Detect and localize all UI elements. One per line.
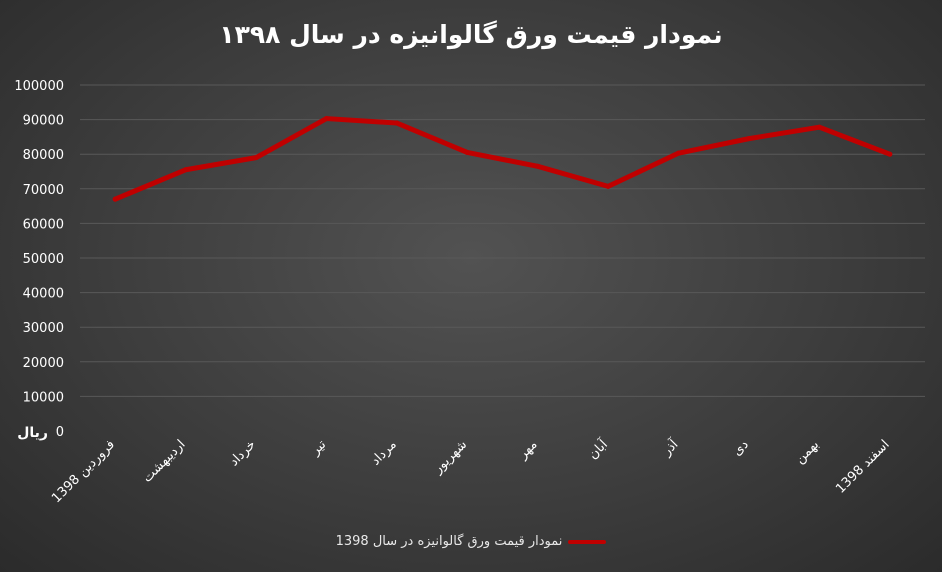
- x-tick-label: اردیبهشت: [140, 437, 188, 485]
- x-tick-label: بهمن: [792, 437, 822, 467]
- legend-series-label: نمودار قیمت ورق گالوانیزه در سال 1398: [335, 534, 563, 549]
- data-point: [535, 163, 541, 169]
- x-tick-label: خرداد: [227, 437, 259, 469]
- x-tick-label: اسفند 1398: [833, 437, 892, 496]
- x-tick-label: آذر: [658, 435, 683, 460]
- x-tick-label: دی: [730, 437, 752, 459]
- y-tick-label: 90000: [23, 114, 64, 129]
- y-tick-label: 10000: [23, 390, 64, 405]
- data-point: [676, 150, 682, 156]
- y-tick-label: 0: [56, 425, 64, 440]
- y-tick-label: 70000: [23, 183, 64, 198]
- x-tick-label: مهر: [515, 437, 541, 463]
- y-unit-label: ریال: [17, 425, 48, 441]
- legend: نمودار قیمت ورق گالوانیزه در سال 1398: [0, 534, 942, 549]
- x-tick-label: فروردین 1398: [49, 437, 118, 506]
- data-point: [605, 183, 611, 189]
- y-tick-label: 60000: [23, 217, 64, 232]
- x-tick-label: مرداد: [368, 437, 399, 468]
- x-tick-label: تیر: [308, 437, 330, 459]
- legend-series-swatch: [568, 539, 607, 544]
- data-point: [112, 196, 118, 202]
- x-tick-label: آبان: [584, 435, 612, 463]
- data-point: [183, 167, 189, 173]
- data-point: [253, 155, 259, 161]
- y-tick-label: 30000: [23, 321, 64, 336]
- y-tick-label: 40000: [23, 287, 64, 302]
- chart-title: نمودار قیمت ورق گالوانیزه در سال ۱۳۹۸: [219, 20, 723, 49]
- data-point: [816, 124, 822, 130]
- y-tick-label: 100000: [14, 79, 64, 94]
- x-tick-label: شهریور: [430, 437, 470, 477]
- data-point: [323, 116, 329, 122]
- data-point: [746, 136, 752, 142]
- data-point: [394, 120, 400, 126]
- data-point: [464, 149, 470, 155]
- y-tick-label: 50000: [23, 252, 64, 267]
- y-tick-label: 80000: [23, 148, 64, 163]
- series-line: [112, 116, 893, 202]
- y-tick-label: 20000: [23, 356, 64, 371]
- data-point: [887, 151, 893, 157]
